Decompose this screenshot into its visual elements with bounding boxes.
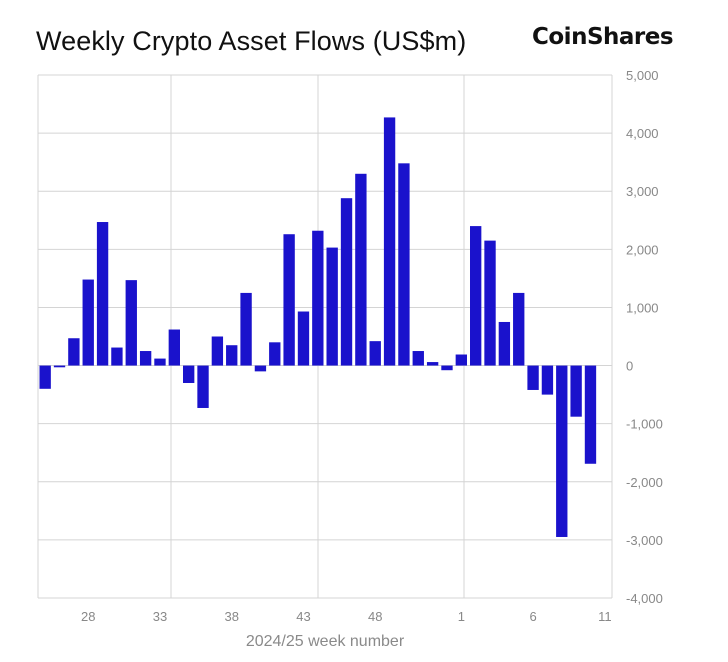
x-axis: 28 33 38 43 48 1 6 11: [81, 609, 612, 624]
coinshares-logo: CoinShares: [532, 24, 674, 50]
x-tick-label: 28: [81, 609, 95, 624]
bar-week-34: [168, 329, 180, 366]
bar-week-49: [383, 117, 396, 366]
bar-week-28: [82, 279, 94, 366]
x-axis-label: 2024/25 week number: [246, 633, 405, 650]
chart-title: Weekly Crypto Asset Flows (US$m): [36, 26, 467, 56]
bar-week-50: [398, 163, 410, 366]
bar-week-30: [111, 347, 123, 366]
bar-week-1: [455, 354, 467, 366]
bar-week-43: [297, 311, 310, 366]
bar-week-29: [96, 222, 109, 366]
x-tick-label: 11: [598, 609, 612, 624]
bar-week-32: [139, 351, 152, 366]
bar-week-26: [53, 365, 66, 368]
bar-week-47: [355, 173, 367, 366]
bar-week-33: [154, 358, 166, 366]
bar-week-37: [211, 336, 224, 366]
y-tick-label: 1,000: [626, 300, 659, 315]
bar-week-10: [584, 365, 597, 464]
bar-week-45: [326, 247, 338, 366]
x-tick-label: 38: [224, 609, 238, 624]
x-tick-label: 43: [296, 609, 310, 624]
bar-week-5: [513, 292, 525, 366]
y-tick-label: 2,000: [626, 242, 659, 257]
bar-week-53: [441, 365, 453, 371]
bar-week-40: [254, 365, 267, 372]
y-tick-label: 5,000: [626, 68, 659, 83]
y-tick-label: 0: [626, 359, 633, 374]
grid-lines: [37, 74, 613, 599]
bar-week-36: [197, 365, 209, 408]
bar-week-46: [340, 198, 353, 366]
y-tick-label: 3,000: [626, 184, 659, 199]
bar-week-3: [484, 240, 496, 366]
bar-week-7: [541, 365, 554, 395]
bar-week-31: [125, 280, 137, 366]
y-tick-label: -4,000: [626, 591, 663, 606]
bar-week-39: [240, 292, 252, 366]
bar-week-44: [312, 230, 324, 366]
bar-week-9: [570, 365, 582, 417]
y-axis: 5,000 4,000 3,000 2,000 1,000 0 -1,000 -2,000 -3…: [626, 68, 663, 606]
bar-week-27: [68, 338, 80, 366]
bar-week-8: [556, 365, 568, 537]
bar-week-42: [283, 234, 295, 366]
x-tick-label: 48: [368, 609, 382, 624]
bar-week-52: [426, 362, 439, 366]
bars-group: [39, 117, 597, 537]
x-tick-label: 33: [153, 609, 167, 624]
bar-week-25: [39, 365, 51, 389]
y-tick-label: -1,000: [626, 417, 663, 432]
bar-week-48: [369, 341, 381, 366]
bar-week-41: [269, 342, 281, 366]
bar-week-6: [527, 365, 539, 390]
x-tick-label: 1: [458, 609, 465, 624]
x-tick-label: 6: [529, 609, 536, 624]
y-tick-label: -3,000: [626, 533, 663, 548]
y-tick-label: -2,000: [626, 475, 663, 490]
bar-week-38: [226, 345, 238, 366]
bar-week-2: [470, 226, 482, 366]
bar-week-51: [412, 351, 424, 366]
bar-week-35: [183, 365, 195, 383]
bar-week-4: [498, 321, 511, 366]
y-tick-label: 4,000: [626, 126, 659, 141]
